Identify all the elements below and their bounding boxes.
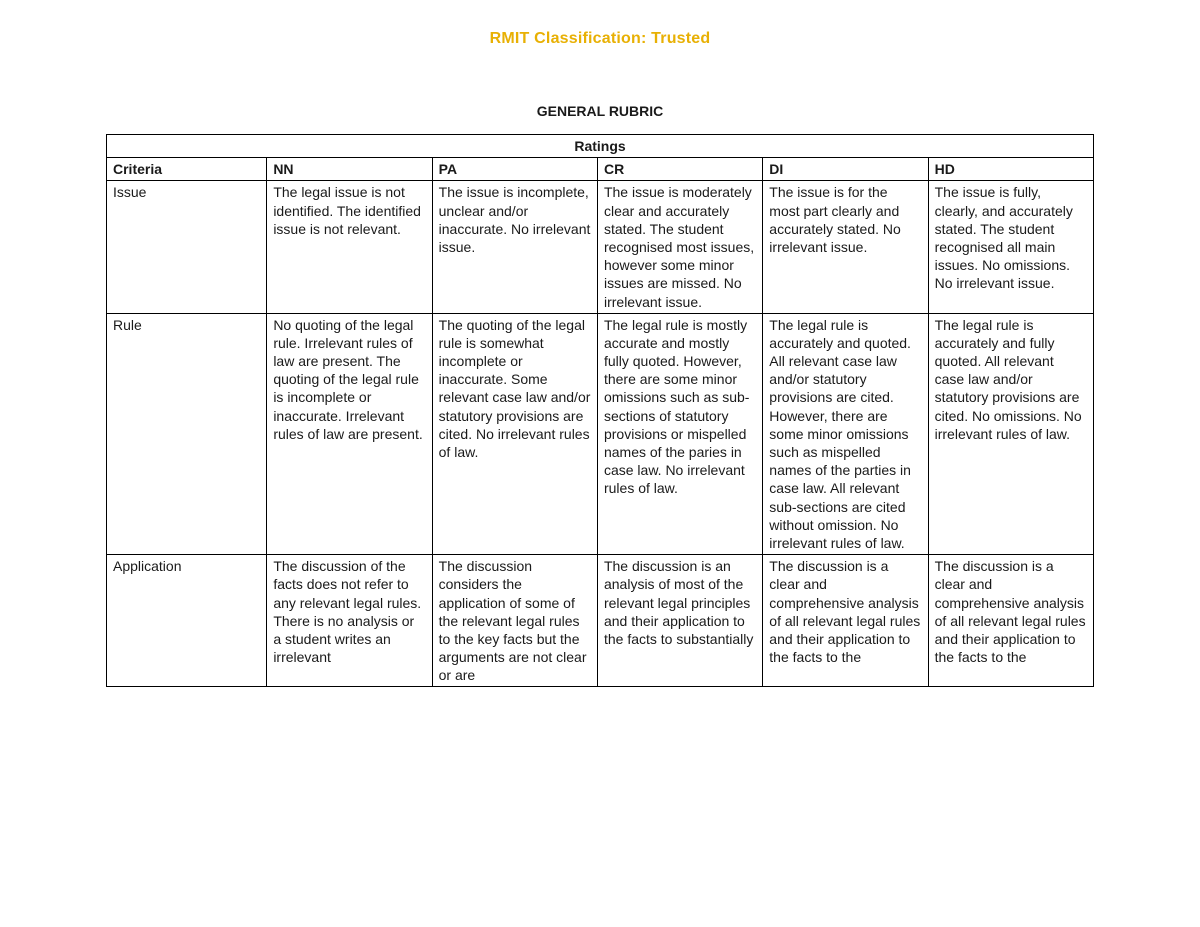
rubric-table: Ratings Criteria NN PA CR DI HD Issue Th… xyxy=(106,134,1094,687)
cell-issue-pa: The issue is incomplete, unclear and/or … xyxy=(432,181,597,313)
cell-application-pa: The discussion considers the application… xyxy=(432,555,597,687)
cell-issue-cr: The issue is moderately clear and accura… xyxy=(597,181,762,313)
row-issue: Issue The legal issue is not identified.… xyxy=(107,181,1094,313)
document-page: RMIT Classification: Trusted GENERAL RUB… xyxy=(0,0,1200,837)
col-criteria: Criteria xyxy=(107,158,267,181)
criteria-cell: Application xyxy=(107,555,267,687)
ratings-row: Ratings xyxy=(107,135,1094,158)
row-application: Application The discussion of the facts … xyxy=(107,555,1094,687)
col-di: DI xyxy=(763,158,928,181)
columns-row: Criteria NN PA CR DI HD xyxy=(107,158,1094,181)
cell-issue-di: The issue is for the most part clearly a… xyxy=(763,181,928,313)
criteria-cell: Issue xyxy=(107,181,267,313)
cell-issue-hd: The issue is fully, clearly, and accurat… xyxy=(928,181,1093,313)
cell-issue-nn: The legal issue is not identified. The i… xyxy=(267,181,432,313)
ratings-header: Ratings xyxy=(107,135,1094,158)
col-nn: NN xyxy=(267,158,432,181)
cell-rule-pa: The quoting of the legal rule is somewha… xyxy=(432,313,597,554)
cell-rule-nn: No quoting of the legal rule. Irrelevant… xyxy=(267,313,432,554)
rubric-title: GENERAL RUBRIC xyxy=(0,103,1200,119)
cell-rule-cr: The legal rule is mostly accurate and mo… xyxy=(597,313,762,554)
row-rule: Rule No quoting of the legal rule. Irrel… xyxy=(107,313,1094,554)
cell-rule-di: The legal rule is accurately and quoted.… xyxy=(763,313,928,554)
col-cr: CR xyxy=(597,158,762,181)
classification-banner: RMIT Classification: Trusted xyxy=(0,30,1200,48)
col-pa: PA xyxy=(432,158,597,181)
cell-application-cr: The discussion is an analysis of most of… xyxy=(597,555,762,687)
cell-application-nn: The discussion of the facts does not ref… xyxy=(267,555,432,687)
cell-application-hd: The discussion is a clear and comprehens… xyxy=(928,555,1093,687)
col-hd: HD xyxy=(928,158,1093,181)
criteria-cell: Rule xyxy=(107,313,267,554)
cell-rule-hd: The legal rule is accurately and fully q… xyxy=(928,313,1093,554)
cell-application-di: The discussion is a clear and comprehens… xyxy=(763,555,928,687)
